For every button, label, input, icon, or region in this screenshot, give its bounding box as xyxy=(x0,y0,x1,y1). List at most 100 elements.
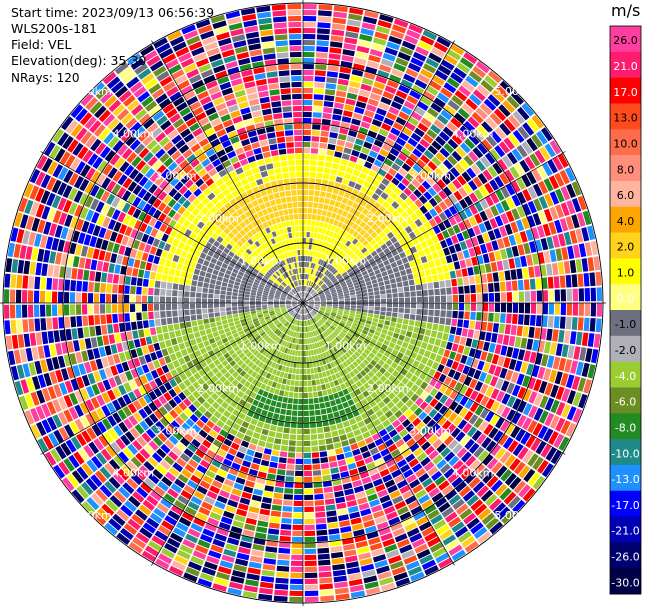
velocity-gate xyxy=(324,323,330,328)
velocity-gate xyxy=(290,422,297,428)
velocity-gate xyxy=(333,11,347,19)
velocity-gate xyxy=(252,284,259,289)
velocity-gate xyxy=(224,478,235,487)
velocity-gate xyxy=(331,120,341,127)
velocity-gate xyxy=(419,215,428,224)
velocity-gate xyxy=(320,260,325,266)
velocity-gate xyxy=(160,281,167,289)
velocity-gate xyxy=(358,89,370,98)
velocity-gate xyxy=(424,565,439,576)
velocity-gate xyxy=(304,308,307,314)
velocity-gate xyxy=(197,396,206,405)
velocity-gate xyxy=(320,303,327,306)
velocity-gate xyxy=(202,374,210,382)
velocity-gate xyxy=(505,369,514,381)
velocity-gate xyxy=(306,286,309,292)
velocity-gate xyxy=(485,440,497,453)
velocity-gate xyxy=(102,262,110,272)
velocity-gate xyxy=(303,249,306,256)
velocity-gate xyxy=(304,267,307,274)
velocity-gate xyxy=(244,381,251,388)
velocity-gate xyxy=(482,293,489,302)
velocity-gate xyxy=(148,390,158,401)
velocity-gate xyxy=(393,254,401,261)
velocity-gate xyxy=(438,131,450,142)
velocity-gate xyxy=(470,522,484,535)
velocity-gate xyxy=(384,138,395,147)
velocity-gate xyxy=(195,544,209,555)
velocity-gate xyxy=(352,238,359,245)
velocity-gate xyxy=(305,250,309,256)
velocity-gate xyxy=(71,489,85,504)
velocity-gate xyxy=(358,502,370,511)
velocity-gate xyxy=(544,193,554,207)
velocity-gate xyxy=(423,350,431,358)
velocity-gate xyxy=(258,593,273,601)
velocity-gate xyxy=(235,323,242,329)
velocity-gate xyxy=(479,185,489,197)
velocity-gate xyxy=(346,212,353,220)
velocity-gate xyxy=(316,322,321,328)
velocity-gate xyxy=(35,187,45,202)
velocity-gate xyxy=(277,288,283,293)
velocity-gate xyxy=(252,399,260,407)
velocity-gate xyxy=(316,172,323,179)
velocity-gate xyxy=(339,356,345,363)
velocity-gate xyxy=(443,219,452,229)
velocity-gate xyxy=(505,281,512,291)
velocity-gate xyxy=(207,333,214,340)
velocity-gate xyxy=(428,337,436,345)
velocity-gate xyxy=(330,400,337,407)
velocity-gate xyxy=(391,201,400,210)
velocity-gate xyxy=(412,360,420,368)
velocity-gate xyxy=(293,398,298,404)
velocity-gate xyxy=(23,260,31,275)
velocity-gate xyxy=(192,274,199,281)
velocity-gate xyxy=(304,262,307,268)
velocity-gate xyxy=(285,366,290,373)
velocity-gate xyxy=(420,240,428,249)
velocity-gate xyxy=(51,304,58,317)
velocity-gate xyxy=(311,374,316,380)
velocity-gate xyxy=(98,227,107,239)
velocity-gate xyxy=(237,300,244,303)
velocity-gate xyxy=(250,347,257,354)
velocity-gate xyxy=(163,402,173,412)
velocity-gate xyxy=(527,200,537,214)
velocity-gate xyxy=(99,304,106,314)
velocity-gate xyxy=(263,448,272,455)
velocity-gate xyxy=(311,214,317,220)
velocity-gate xyxy=(297,428,303,435)
velocity-gate xyxy=(314,76,326,83)
velocity-gate xyxy=(569,260,577,274)
velocity-gate xyxy=(292,518,303,525)
velocity-gate xyxy=(374,303,381,307)
velocity-gate xyxy=(63,458,75,472)
velocity-gate xyxy=(438,163,449,174)
velocity-gate xyxy=(329,381,335,388)
velocity-gate xyxy=(371,367,379,374)
velocity-gate xyxy=(16,364,25,379)
velocity-gate xyxy=(263,378,269,385)
velocity-gate xyxy=(202,247,210,254)
velocity-gate xyxy=(521,141,533,155)
velocity-gate xyxy=(320,253,325,259)
velocity-gate xyxy=(490,131,502,144)
velocity-gate xyxy=(571,274,578,288)
velocity-gate xyxy=(327,328,333,334)
velocity-gate xyxy=(303,159,310,166)
velocity-gate xyxy=(337,508,348,516)
velocity-gate xyxy=(209,283,215,289)
velocity-gate xyxy=(298,404,303,411)
velocity-gate xyxy=(405,158,415,168)
velocity-gate xyxy=(71,268,78,280)
velocity-gate xyxy=(379,266,386,273)
velocity-gate xyxy=(428,487,440,498)
velocity-gate xyxy=(258,514,270,522)
velocity-gate xyxy=(139,527,153,539)
velocity-gate xyxy=(315,52,328,59)
velocity-gate xyxy=(94,470,107,484)
velocity-gate xyxy=(315,505,325,512)
velocity-gate xyxy=(256,381,263,388)
velocity-gate xyxy=(318,240,323,246)
